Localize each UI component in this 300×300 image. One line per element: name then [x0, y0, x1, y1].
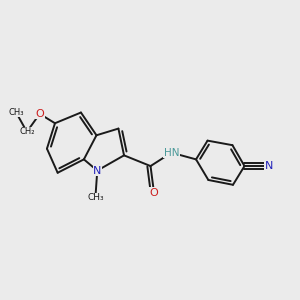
Text: HN: HN: [164, 148, 179, 158]
Text: CH₃: CH₃: [87, 193, 104, 202]
Text: N: N: [93, 166, 101, 176]
Text: CH₂: CH₂: [19, 127, 34, 136]
Text: O: O: [35, 109, 44, 119]
Text: N: N: [265, 161, 273, 171]
Text: CH₃: CH₃: [8, 108, 24, 117]
Text: O: O: [150, 188, 158, 198]
